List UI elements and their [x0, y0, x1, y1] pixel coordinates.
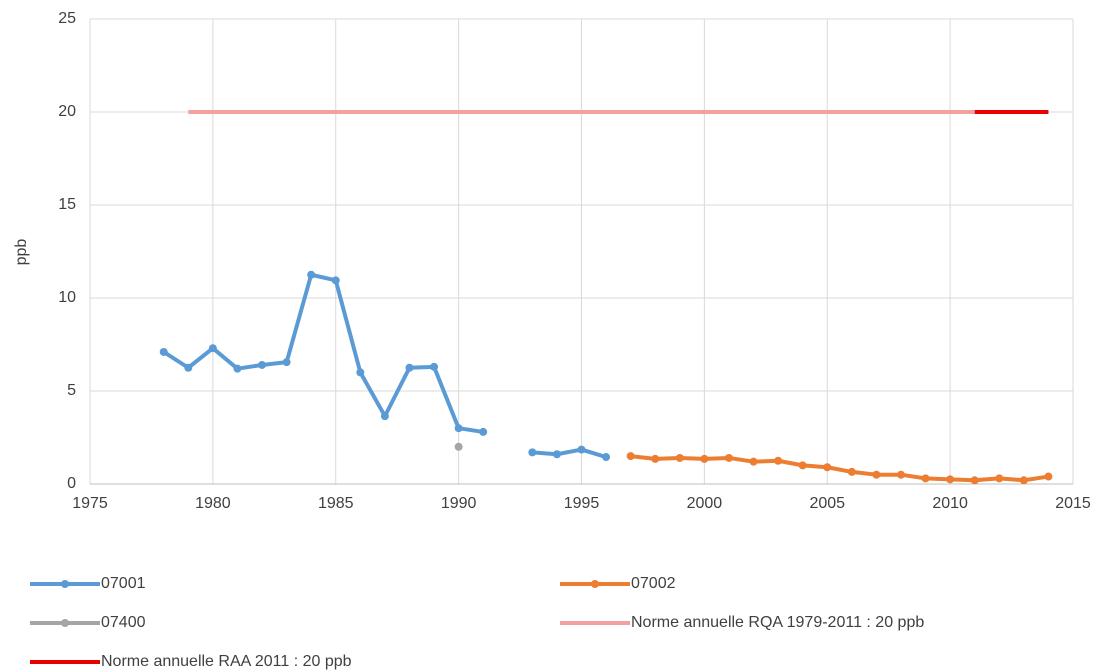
data-point: [1044, 472, 1053, 481]
x-tick-label: 1985: [318, 495, 354, 512]
y-tick-label: 15: [58, 196, 76, 213]
data-point: [823, 463, 832, 472]
data-point: [995, 474, 1004, 483]
data-point: [233, 364, 242, 373]
y-axis-label: ppb: [13, 239, 30, 266]
x-tick-label: 1990: [441, 495, 477, 512]
data-point: [282, 358, 291, 367]
data-point: [577, 445, 586, 454]
x-tick-label: 2005: [809, 495, 845, 512]
legend-marker: [61, 619, 69, 627]
data-point: [700, 454, 709, 463]
y-tick-label: 10: [58, 289, 76, 306]
data-point: [331, 276, 340, 285]
data-point: [380, 412, 389, 421]
y-tick-label: 25: [58, 10, 76, 27]
data-point: [258, 360, 267, 369]
x-tick-label: 2015: [1055, 495, 1091, 512]
data-point: [626, 452, 635, 461]
x-tick-label: 2010: [932, 495, 968, 512]
x-tick-label: 1995: [564, 495, 600, 512]
data-point: [405, 363, 414, 372]
legend-label: Norme annuelle RAA 2011 : 20 ppb: [101, 653, 352, 670]
y-tick-label: 0: [67, 475, 76, 492]
data-point: [651, 454, 660, 463]
data-point: [896, 470, 905, 479]
data-point: [798, 461, 807, 470]
data-point: [356, 368, 365, 377]
data-point: [602, 453, 611, 462]
data-point: [847, 467, 856, 476]
data-point: [479, 427, 488, 436]
data-point: [454, 424, 463, 433]
legend-label: 07001: [101, 575, 146, 592]
legend-marker: [591, 580, 599, 588]
legend-marker: [61, 580, 69, 588]
x-tick-label: 1975: [72, 495, 108, 512]
data-point: [675, 453, 684, 462]
data-point: [159, 347, 168, 356]
legend-label: 07400: [101, 614, 146, 631]
data-point: [946, 475, 955, 484]
y-tick-label: 5: [67, 382, 76, 399]
data-point: [921, 474, 930, 483]
data-point: [184, 363, 193, 372]
series-line: [162, 272, 607, 459]
data-point: [454, 442, 463, 451]
data-point: [1019, 476, 1028, 485]
series-line: [630, 454, 1049, 483]
legend-label: Norme annuelle RQA 1979-2011 : 20 ppb: [631, 614, 924, 631]
data-point: [970, 476, 979, 485]
data-point: [774, 456, 783, 465]
data-point: [872, 470, 881, 479]
x-tick-label: 1980: [195, 495, 231, 512]
x-tick-label: 2000: [687, 495, 723, 512]
y-tick-label: 20: [58, 103, 76, 120]
data-point: [724, 453, 733, 462]
data-point: [552, 450, 561, 459]
data-point: [208, 344, 217, 353]
data-point: [430, 362, 439, 371]
data-point: [307, 270, 316, 279]
legend-label: 07002: [631, 575, 676, 592]
data-point: [749, 457, 758, 466]
data-point: [528, 448, 537, 457]
